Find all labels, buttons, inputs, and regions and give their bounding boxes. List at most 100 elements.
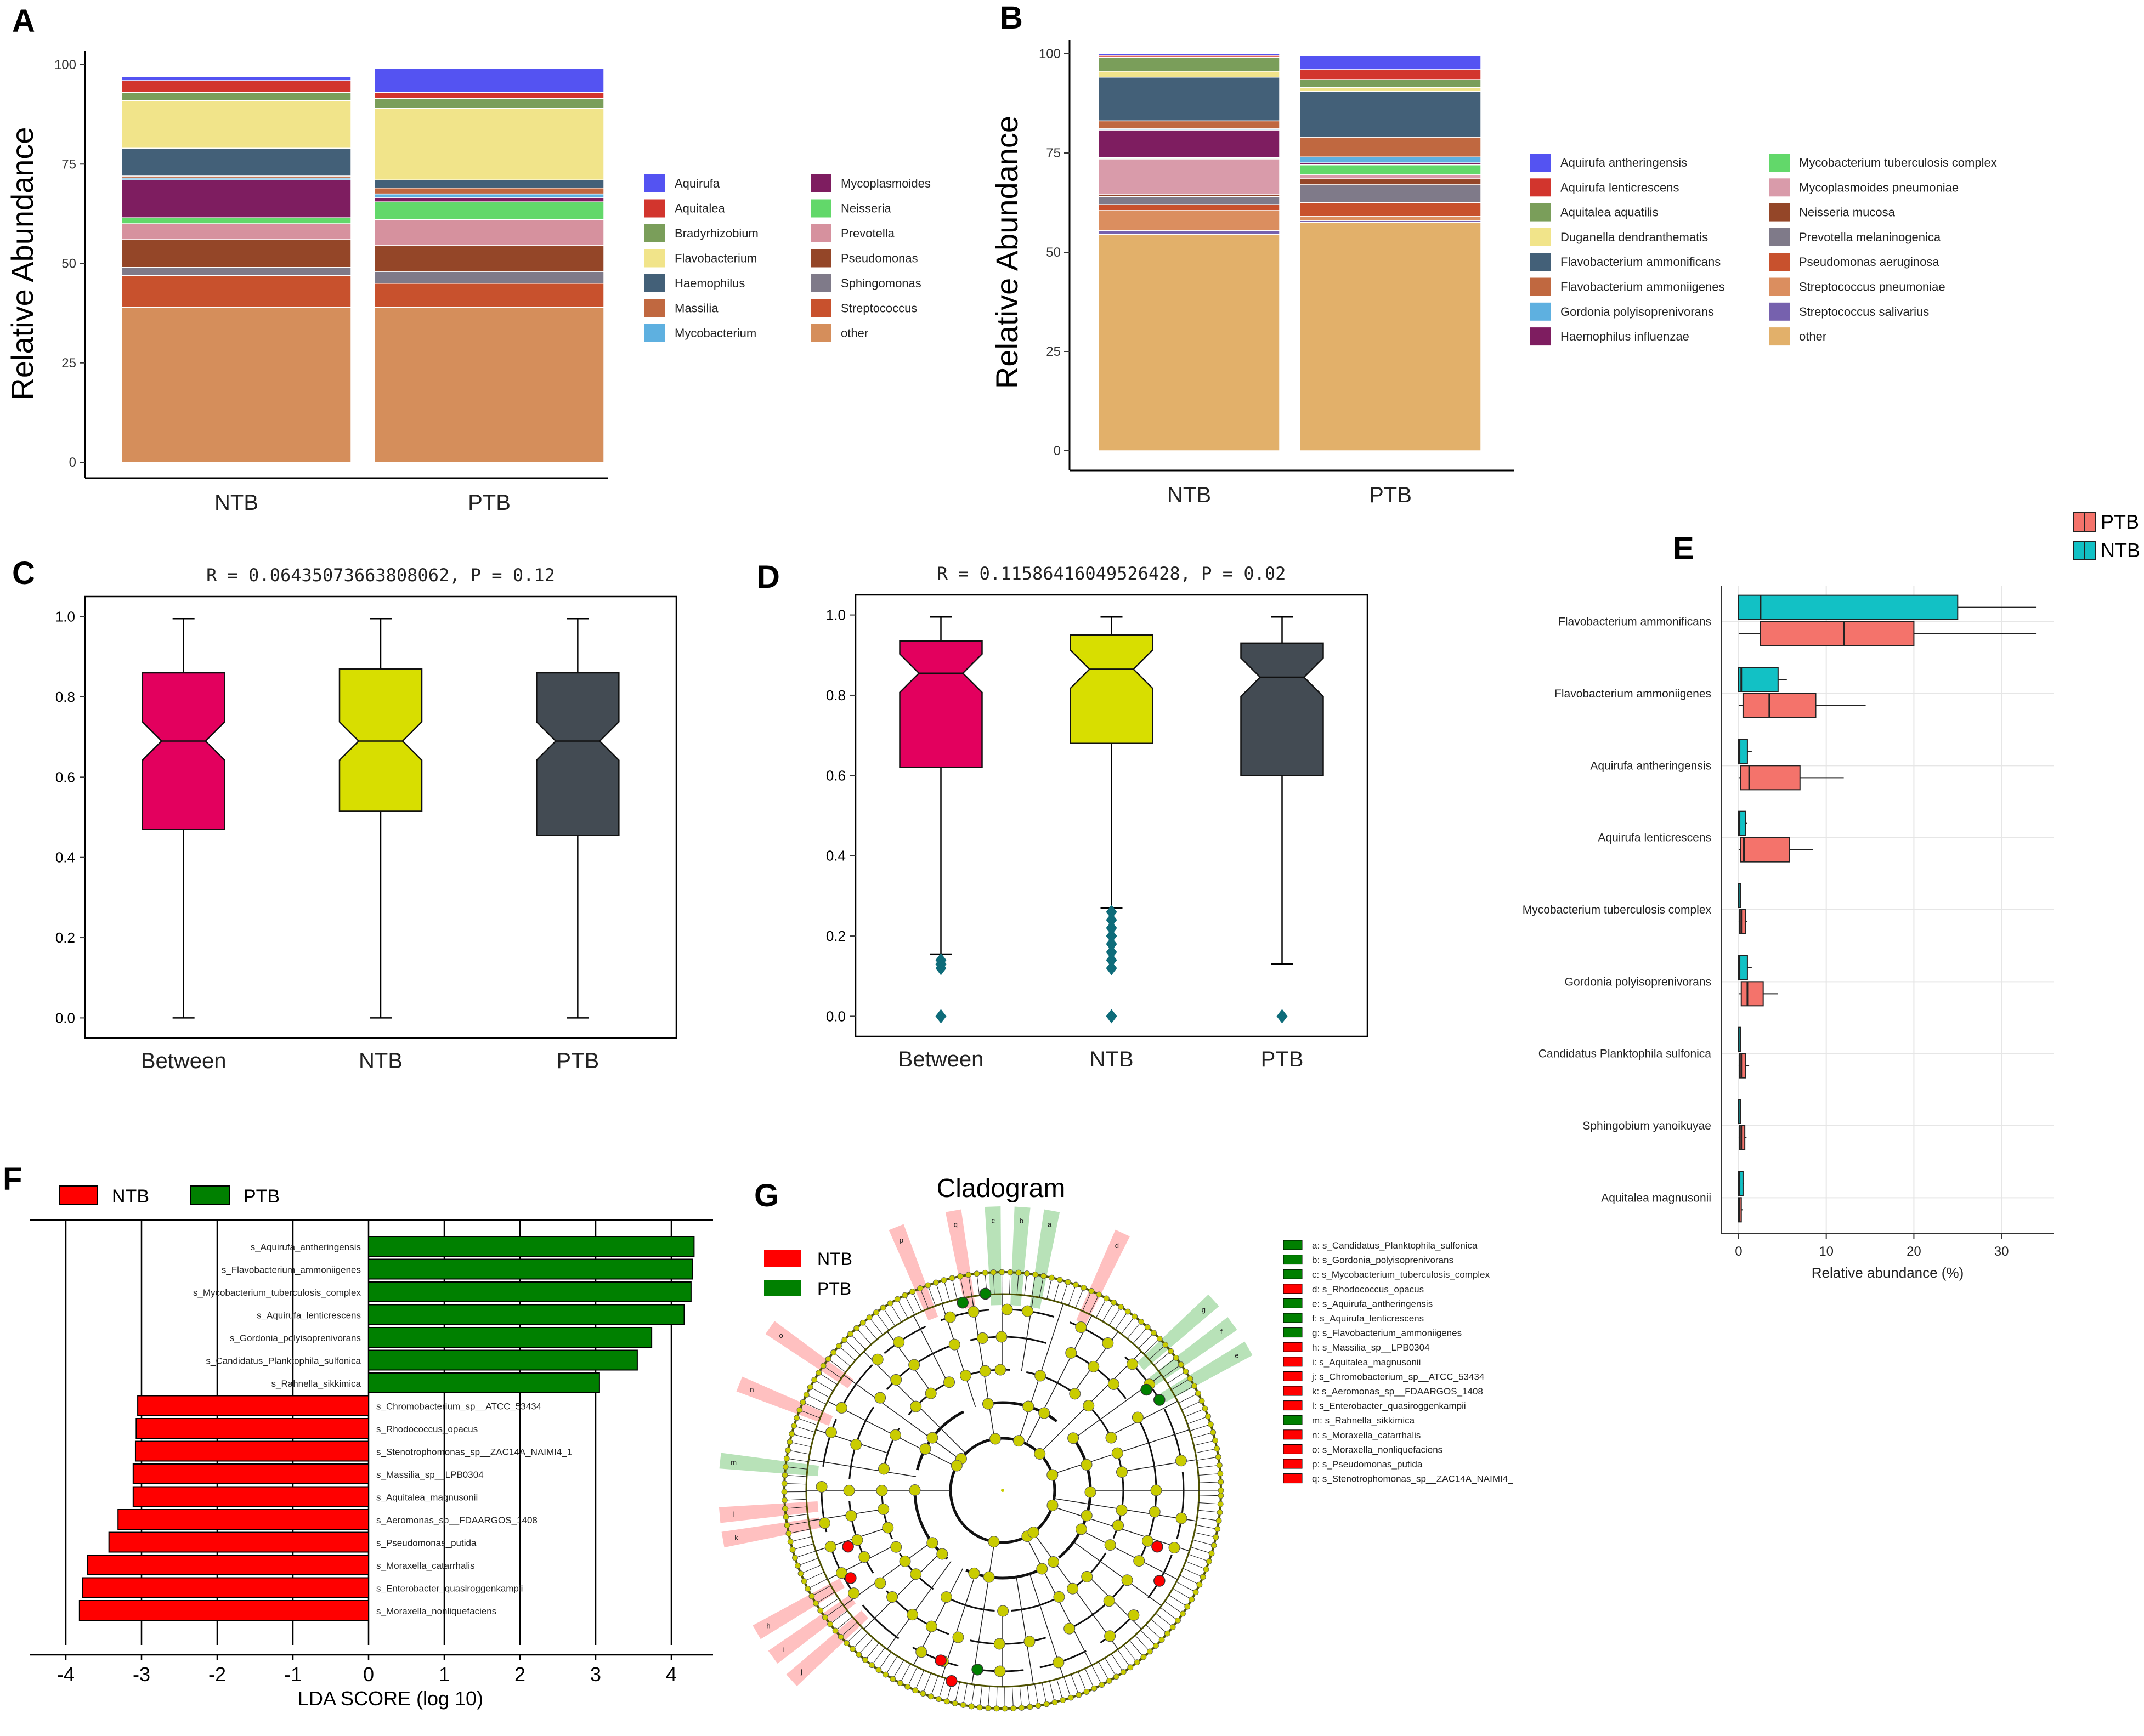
leaf-node [1203,1566,1209,1573]
leaf-branch [811,1585,831,1597]
key-label: h: s_Massilia_sp__LPB0304 [1312,1342,1430,1353]
tree-node [1053,1591,1065,1603]
lda-bar [368,1349,638,1371]
tree-node [1075,1321,1087,1333]
tree-node [1127,1358,1139,1370]
legend-label: Gordonia polyisoprenivorans [1560,305,1714,319]
leaf-branch [912,1291,922,1312]
tree-node [952,1631,964,1643]
y-tick-label: 0.0 [826,1008,846,1024]
clade-letter: q [954,1220,958,1228]
outlier-point [935,952,947,967]
key-swatch [1283,1386,1303,1396]
leaf-node [1191,1383,1197,1389]
leaf-node [789,1546,796,1553]
y-tick-label: 0 [1054,444,1061,458]
tree-node [1063,1622,1076,1635]
clade-highlight [721,1517,821,1548]
bar-segment-sphingomonas [121,267,352,276]
leaf-node [847,1331,853,1337]
leaf-branch [1195,1448,1217,1454]
leaf-branch [1111,1653,1124,1672]
key-swatch [1283,1357,1303,1367]
box [1740,765,1801,791]
legend-swatch [764,1280,801,1296]
leaf-node [904,1683,911,1690]
panel-label-e: E [1673,531,1694,566]
outlier-point [1106,921,1117,935]
bar-segment-neisseria [374,201,604,220]
outlier-point [1106,912,1117,927]
key-label: q: s_Stenotrophomonas_sp__ZAC14A_NAIMI4_ [1312,1474,1513,1484]
clade-highlight [1076,1229,1130,1325]
legend-label: PTB [244,1186,280,1207]
tree-node [908,1359,920,1371]
leaf-node [1132,1313,1138,1320]
clade-letter: g [1202,1306,1206,1314]
legend-swatch [1769,178,1790,197]
tree-node [915,1646,927,1658]
leaf-branch [787,1458,808,1462]
leaf-branch [872,1647,885,1665]
leaf-branch [1078,1671,1087,1692]
leaf-node [965,1272,972,1278]
leaf-node [782,1472,788,1478]
leaf-branch [1054,1279,1060,1301]
x-tick-label: -2 [208,1663,226,1686]
bar-segment-mycobacterium-tuberculosis-complex [1299,164,1481,175]
bar-label: s_Pseudomonas_putida [376,1538,477,1548]
x-tick-label: -3 [133,1663,150,1686]
legend-label: Prevotella melaninogenica [1799,230,1941,244]
legend-swatch [1530,302,1551,321]
leaf-node [1127,1664,1134,1671]
panel-label-a: A [12,3,35,39]
tree-node [1048,1556,1060,1568]
bar-segment-pseudomonas [121,239,352,268]
leaf-branch [823,1365,842,1379]
bar-segment-prevotella [121,223,352,240]
lda-bar [134,1440,370,1462]
bar-segment-flavobacterium [121,100,352,149]
clade-highlight [985,1206,1002,1306]
key-label: m: s_Rahnella_sikkimica [1312,1415,1415,1426]
legend-swatch [644,224,665,242]
leaf-node [925,1282,931,1289]
leaf-node [822,1614,828,1621]
leaf-branch [1190,1546,1212,1554]
leaf-branch [1075,1287,1084,1308]
leaf-branch [1121,1316,1135,1335]
leaf-node [1200,1574,1206,1580]
outlier-point [1106,905,1117,920]
leaf-node [1151,1330,1157,1336]
leaf-node [1113,1673,1119,1680]
y-tick-label: 0.8 [826,687,846,704]
tree-node [940,1591,952,1603]
leaf-branch [784,1499,807,1501]
box [1738,739,1748,764]
lda-bar [117,1509,369,1530]
y-tick-label: 0.4 [55,849,75,866]
leaf-node [1073,1281,1079,1288]
leaf-node [982,1269,988,1276]
leaf-branch [1160,1607,1178,1621]
leaf-branch [796,1417,818,1426]
leaf-node [917,1285,924,1291]
legend-swatch [811,249,831,268]
lda-bar [368,1281,692,1302]
outlier-point [1106,929,1117,944]
box [1738,810,1746,836]
legend-label: Aquitalea aquatilis [1560,206,1659,219]
leaf-node [1187,1375,1193,1382]
leaf-node [1218,1487,1224,1494]
leaf-branch [794,1425,816,1433]
leaf-node [856,1652,862,1658]
tree-node [1027,1527,1039,1539]
leaf-node [1162,1342,1169,1348]
y-tick-label: 1.0 [55,609,75,625]
bar-label: s_Mycobacterium_tuberculosis_complex [193,1287,361,1298]
bar-segment-streptococcus-salivarius [1098,230,1280,235]
box [1739,909,1746,934]
tree-branch [1073,1541,1162,1607]
leaf-branch [785,1506,807,1509]
legend-swatch [644,324,665,342]
